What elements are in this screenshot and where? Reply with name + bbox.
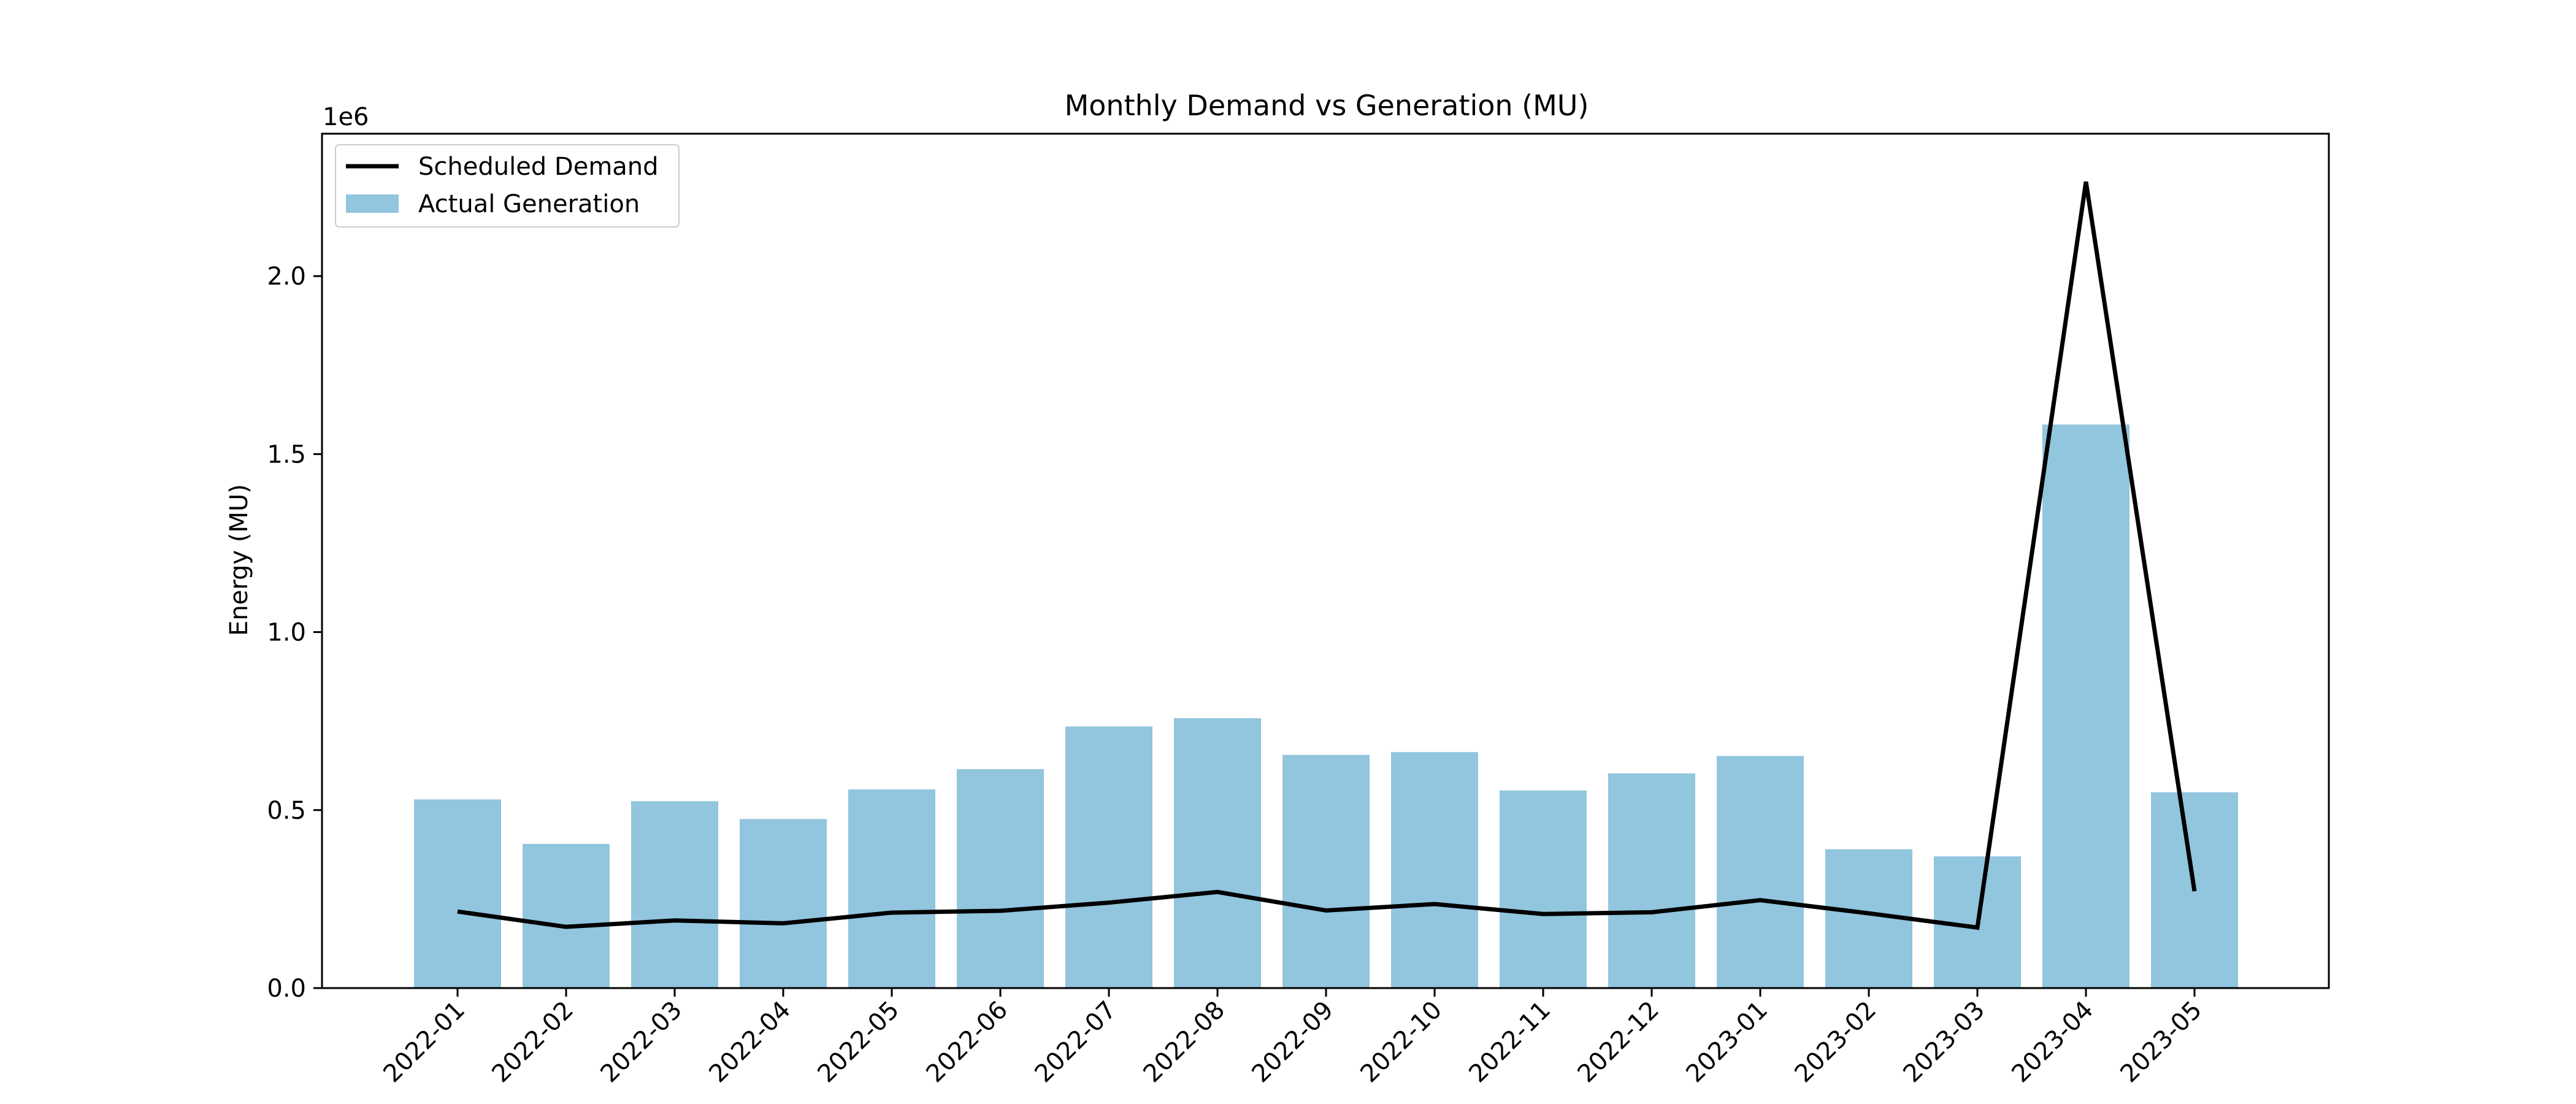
bar-actual-generation-2022-05 bbox=[848, 789, 935, 988]
bar-actual-generation-2022-02 bbox=[523, 843, 610, 988]
legend-label-actual-generation: Actual Generation bbox=[418, 190, 640, 218]
bar-actual-generation-2022-03 bbox=[631, 801, 718, 988]
bar-actual-generation-2023-01 bbox=[1717, 756, 1804, 988]
bar-actual-generation-2022-10 bbox=[1391, 752, 1478, 988]
bar-actual-generation-2022-09 bbox=[1282, 754, 1370, 988]
y-axis-ticks: 0.0 0.5 1.0 1.5 2.0 bbox=[267, 263, 322, 1003]
bar-actual-generation-2022-11 bbox=[1500, 790, 1587, 988]
legend: Scheduled Demand Actual Generation bbox=[335, 144, 680, 228]
bar-group bbox=[414, 424, 2238, 988]
y-tick-label: 1.0 bbox=[267, 619, 306, 647]
chart-title: Monthly Demand vs Generation (MU) bbox=[1065, 89, 1589, 122]
line-group bbox=[457, 181, 2197, 930]
y-tick-label: 2.0 bbox=[267, 263, 306, 291]
y-tick-label: 0.0 bbox=[267, 975, 306, 1003]
y-axis-offset-label: 1e6 bbox=[323, 103, 369, 131]
plot-frame bbox=[321, 132, 2330, 989]
bar-actual-generation-2023-04 bbox=[2042, 424, 2129, 988]
bar-actual-generation-2022-01 bbox=[414, 799, 501, 988]
bar-actual-generation-2022-12 bbox=[1608, 773, 1695, 988]
legend-bar-swatch bbox=[346, 194, 399, 213]
bar-actual-generation-2022-07 bbox=[1065, 726, 1152, 988]
y-axis-label: Energy (MU) bbox=[225, 484, 253, 636]
bar-actual-generation-2022-06 bbox=[957, 769, 1044, 988]
line-scheduled-demand bbox=[457, 181, 2197, 930]
y-tick-label: 1.5 bbox=[267, 440, 306, 469]
legend-label-scheduled-demand: Scheduled Demand bbox=[418, 153, 659, 181]
y-tick-label: 0.5 bbox=[267, 797, 306, 825]
bar-actual-generation-2022-04 bbox=[740, 819, 827, 988]
bar-actual-generation-2022-08 bbox=[1174, 718, 1261, 988]
legend-box bbox=[335, 144, 680, 228]
